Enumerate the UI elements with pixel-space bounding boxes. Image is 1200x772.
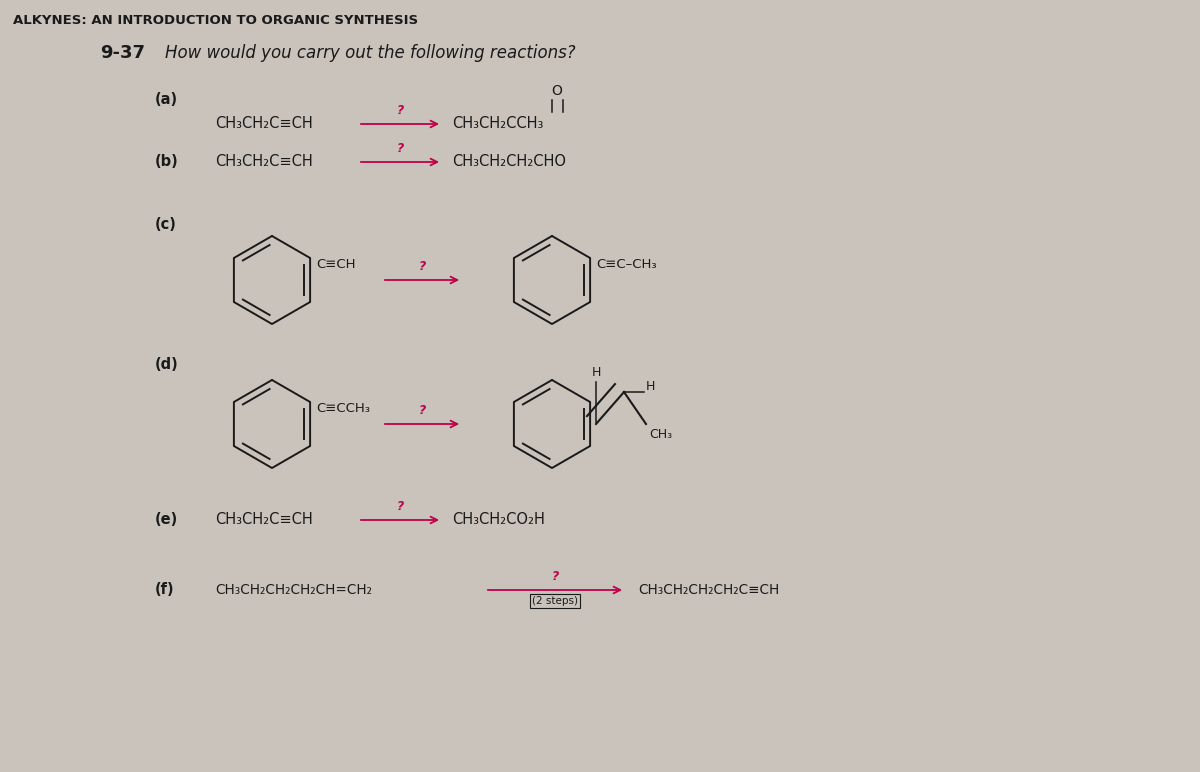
Text: ?: ? — [396, 104, 403, 117]
Text: O: O — [552, 84, 563, 98]
Text: CH₃CH₂C≡CH: CH₃CH₂C≡CH — [215, 154, 313, 170]
Text: (c): (c) — [155, 217, 176, 232]
Text: CH₃CH₂CH₂CH₂C≡CH: CH₃CH₂CH₂CH₂C≡CH — [638, 583, 779, 597]
Text: (d): (d) — [155, 357, 179, 372]
Text: CH₃CH₂CH₂CH₂CH=CH₂: CH₃CH₂CH₂CH₂CH=CH₂ — [215, 583, 372, 597]
Text: (2 steps): (2 steps) — [532, 596, 578, 606]
Text: ALKYNES: AN INTRODUCTION TO ORGANIC SYNTHESIS: ALKYNES: AN INTRODUCTION TO ORGANIC SYNT… — [13, 14, 418, 27]
Text: CH₃CH₂CO₂H: CH₃CH₂CO₂H — [452, 513, 545, 527]
Text: (b): (b) — [155, 154, 179, 170]
Text: ?: ? — [396, 142, 403, 155]
Text: H: H — [646, 381, 655, 394]
Text: C≡CCH₃: C≡CCH₃ — [316, 402, 370, 415]
Text: C≡C–CH₃: C≡C–CH₃ — [596, 259, 656, 272]
Text: CH₃CH₂CCH₃: CH₃CH₂CCH₃ — [452, 117, 544, 131]
Text: (a): (a) — [155, 92, 178, 107]
Text: (f): (f) — [155, 583, 175, 598]
Text: ?: ? — [396, 500, 403, 513]
Text: C≡CH: C≡CH — [316, 259, 355, 272]
Text: CH₃CH₂C≡CH: CH₃CH₂C≡CH — [215, 117, 313, 131]
Text: How would you carry out the following reactions?: How would you carry out the following re… — [166, 44, 576, 62]
Text: ?: ? — [551, 570, 559, 583]
Text: ?: ? — [419, 404, 426, 417]
Text: 9-37: 9-37 — [100, 44, 145, 62]
Text: (e): (e) — [155, 513, 179, 527]
Text: CH₃: CH₃ — [649, 428, 672, 441]
Text: CH₃CH₂C≡CH: CH₃CH₂C≡CH — [215, 513, 313, 527]
Text: CH₃CH₂CH₂CHO: CH₃CH₂CH₂CHO — [452, 154, 566, 170]
Text: H: H — [592, 366, 601, 379]
Text: ?: ? — [419, 260, 426, 273]
